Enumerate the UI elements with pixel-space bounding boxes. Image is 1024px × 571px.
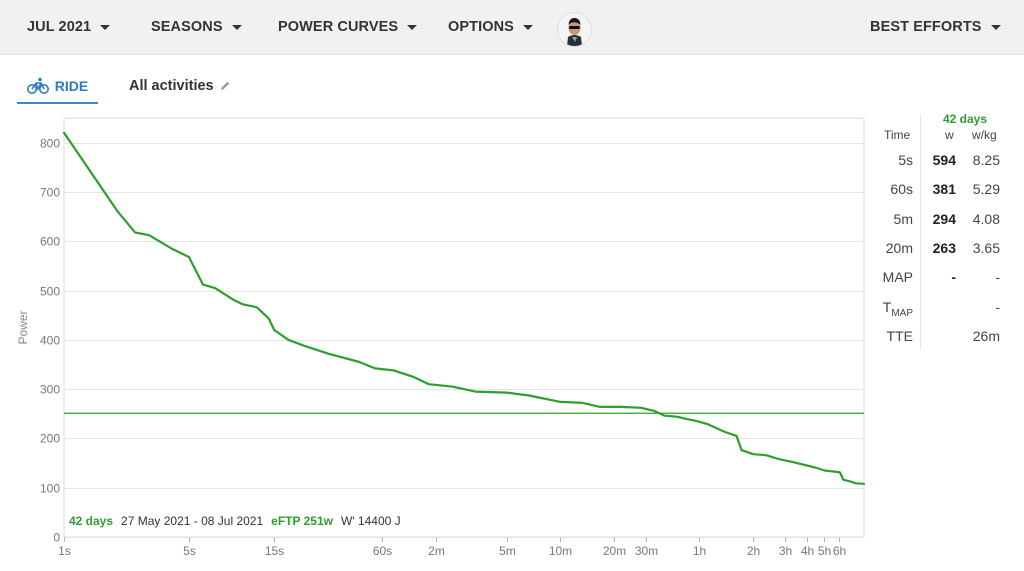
tab-ride-label: RIDE [54, 78, 89, 94]
x-tick-label: 6h [833, 544, 846, 558]
stats-row: 60s 381 5.29 [866, 181, 1016, 201]
stats-row-watts: - [951, 269, 956, 286]
activities-filter[interactable]: All activities [129, 78, 232, 94]
chevron-down-icon [407, 24, 418, 30]
stats-row-watts: 263 [932, 239, 956, 256]
x-tick-label: 1s [58, 544, 71, 558]
y-tick-label: 200 [40, 432, 60, 446]
legend-eftp: eFTP 251w [271, 514, 333, 528]
stats-row: 5m 294 4.08 [866, 211, 1016, 231]
chevron-down-icon [522, 24, 533, 30]
x-tick-label: 5s [183, 544, 196, 558]
best-efforts-menu-label: BEST EFFORTS [870, 19, 982, 35]
seasons-menu[interactable]: SEASONS [151, 0, 242, 54]
stats-row-watts: 294 [932, 210, 956, 227]
stats-row-label: 5s [898, 152, 913, 168]
seasons-menu-label: SEASONS [151, 19, 223, 35]
stats-row: 20m 263 3.65 [866, 240, 1016, 260]
stats-header-time: Time [884, 128, 911, 142]
legend-days: 42 days [69, 514, 114, 528]
stats-row-wkg: - [995, 298, 1000, 315]
stats-row: 5s 594 8.25 [866, 152, 1016, 172]
stats-row-wkg: 26m [972, 327, 1000, 344]
activities-filter-label: All activities [129, 78, 214, 94]
x-tick-label: 3h [779, 544, 792, 558]
y-tick-label: 700 [40, 186, 60, 200]
best-efforts-menu[interactable]: BEST EFFORTS [870, 0, 1001, 54]
power-curves-menu-label: POWER CURVES [278, 19, 399, 35]
x-tick-label: 4h [801, 544, 814, 558]
top-navigation-bar: JUL 2021 SEASONS POWER CURVES OPTIONS BE… [0, 0, 1024, 55]
pencil-icon [220, 81, 229, 90]
stats-header-wkg: w/kg [972, 128, 997, 142]
y-tick-label: 100 [40, 482, 60, 496]
stats-row-wkg: 5.29 [972, 181, 1000, 198]
chevron-down-icon [990, 24, 1001, 30]
stats-row-label: 5m [893, 210, 913, 227]
stats-row-label: MAP [882, 269, 913, 286]
x-tick-label: 30m [635, 544, 658, 558]
x-tick-label: 5h [818, 544, 831, 558]
options-menu[interactable]: OPTIONS [448, 0, 533, 54]
stats-row-label: 20m [885, 239, 913, 256]
plot-area [63, 117, 865, 538]
stats-row: MAP - - [866, 269, 1016, 289]
stats-row-label: 60s [890, 181, 913, 198]
chevron-down-icon [100, 24, 111, 30]
y-tick-label: 800 [40, 137, 60, 151]
options-menu-label: OPTIONS [448, 19, 514, 35]
x-tick-label: 2h [747, 544, 760, 558]
x-tick-label: 2m [428, 544, 445, 558]
stats-row-watts: 594 [932, 152, 956, 168]
y-tick-label: 300 [40, 383, 60, 397]
stats-row: TTE 26m [866, 328, 1016, 348]
power-curves-menu[interactable]: POWER CURVES [278, 0, 418, 54]
stats-row-wkg: 8.25 [972, 152, 1000, 168]
x-tick-label: 15s [265, 544, 284, 558]
stats-row-wkg: - [995, 269, 1000, 286]
stats-row-wkg: 3.65 [972, 239, 1000, 256]
tab-ride[interactable]: RIDE [17, 70, 98, 104]
x-tick-label: 60s [373, 544, 392, 558]
stats-row-wkg: 4.08 [972, 210, 1000, 227]
month-selector-label: JUL 2021 [27, 19, 92, 35]
stats-row-watts: 381 [932, 181, 956, 198]
stats-row: TMAP - [866, 299, 1016, 319]
bicycle-icon [26, 77, 49, 94]
y-tick-label: 0 [53, 531, 60, 545]
chevron-down-icon [231, 24, 242, 30]
x-tick-label: 10m [549, 544, 572, 558]
y-axis-label: Power [16, 310, 30, 344]
y-tick-label: 400 [40, 334, 60, 348]
legend-wprime: W' 14400 J [340, 514, 401, 528]
stats-period-label: 42 days [943, 112, 988, 126]
x-tick-label: 20m [603, 544, 626, 558]
stats-row-label: TMAP [882, 298, 913, 319]
chart-legend: 42 days 27 May 2021 - 08 Jul 2021 eFTP 2… [69, 514, 401, 528]
stats-divider [920, 114, 921, 350]
legend-date-range: 27 May 2021 - 08 Jul 2021 [121, 514, 264, 528]
month-selector[interactable]: JUL 2021 [27, 0, 111, 54]
stats-row-label: TTE [886, 327, 913, 344]
avatar[interactable] [557, 12, 592, 47]
avatar-image [558, 13, 591, 46]
stats-header-watts: w [945, 128, 954, 142]
y-tick-label: 600 [40, 235, 60, 249]
x-tick-label: 1h [693, 544, 706, 558]
power-curve-line [62, 131, 866, 485]
x-tick-label: 5m [499, 544, 516, 558]
y-tick-label: 500 [40, 285, 60, 299]
